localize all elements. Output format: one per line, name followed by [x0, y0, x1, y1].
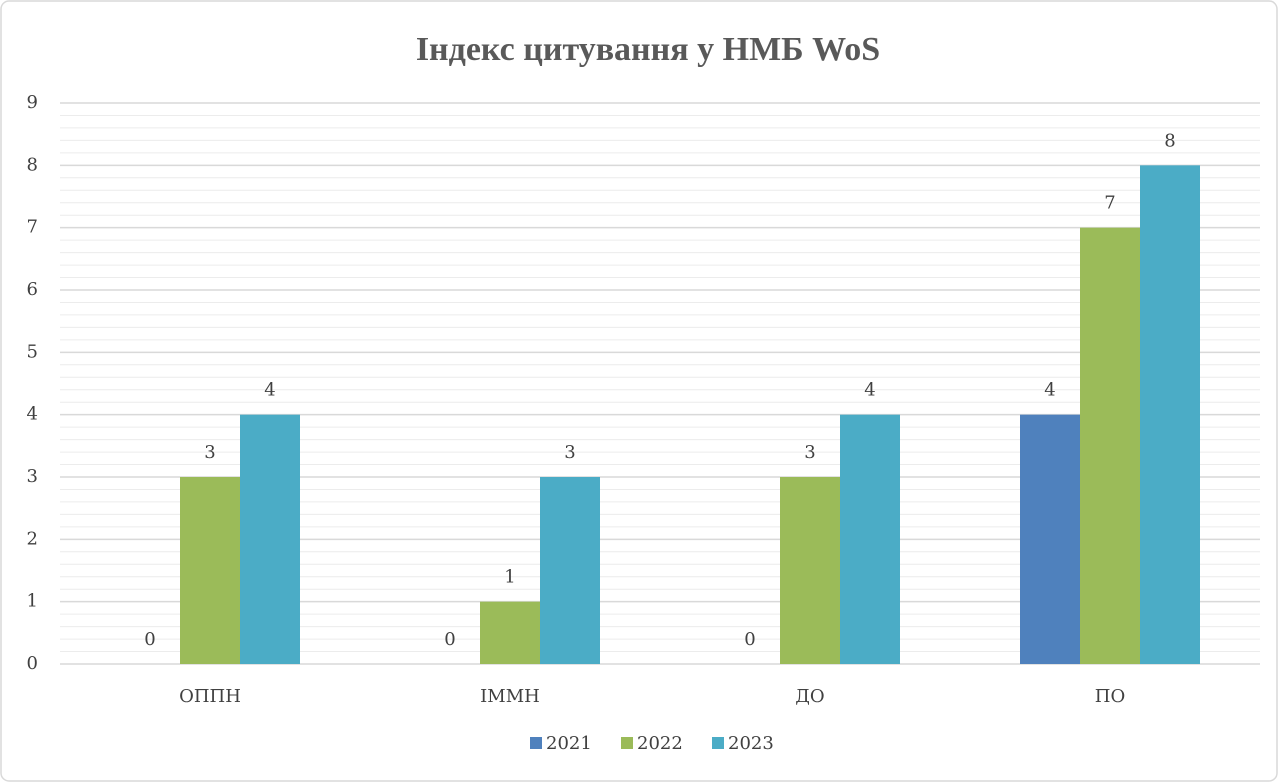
legend-swatch — [712, 737, 724, 749]
y-tick-label: 7 — [27, 217, 38, 238]
y-tick-label: 1 — [27, 591, 38, 612]
bar — [480, 601, 540, 664]
data-label: 1 — [504, 567, 515, 588]
data-label: 0 — [444, 629, 455, 650]
data-label: 3 — [564, 442, 575, 463]
y-tick-label: 2 — [27, 528, 38, 549]
legend-swatch — [530, 737, 542, 749]
y-tick-label: 3 — [27, 466, 38, 487]
data-label: 3 — [804, 442, 815, 463]
data-label: 3 — [204, 442, 215, 463]
bar — [540, 477, 600, 664]
y-tick-label: 4 — [27, 404, 38, 425]
data-label: 0 — [744, 629, 755, 650]
chart-title: Індекс цитування у НМБ WoS — [416, 31, 880, 68]
legend-swatch — [621, 737, 633, 749]
data-label: 0 — [144, 629, 155, 650]
legend-label: 2023 — [728, 733, 774, 754]
x-tick-label: ІММН — [480, 686, 540, 707]
bar — [1020, 414, 1080, 664]
data-label: 7 — [1104, 193, 1115, 214]
y-tick-label: 9 — [27, 92, 38, 113]
y-tick-label: 8 — [27, 154, 38, 175]
bar — [840, 414, 900, 664]
y-tick-label: 5 — [27, 341, 38, 362]
legend-label: 2021 — [546, 733, 592, 754]
bar — [1140, 165, 1200, 665]
bar — [180, 477, 240, 664]
x-tick-label: ДО — [795, 686, 824, 707]
x-tick-label: ПО — [1095, 686, 1125, 707]
data-label: 4 — [864, 380, 875, 401]
y-tick-label: 6 — [27, 279, 38, 300]
data-label: 8 — [1164, 130, 1175, 151]
data-label: 4 — [264, 380, 275, 401]
legend-label: 2022 — [637, 733, 683, 754]
bar — [780, 477, 840, 664]
y-tick-label: 0 — [27, 653, 38, 674]
bar — [1080, 227, 1140, 664]
bar — [240, 414, 300, 664]
x-tick-label: ОППН — [179, 686, 241, 707]
data-label: 4 — [1044, 380, 1055, 401]
